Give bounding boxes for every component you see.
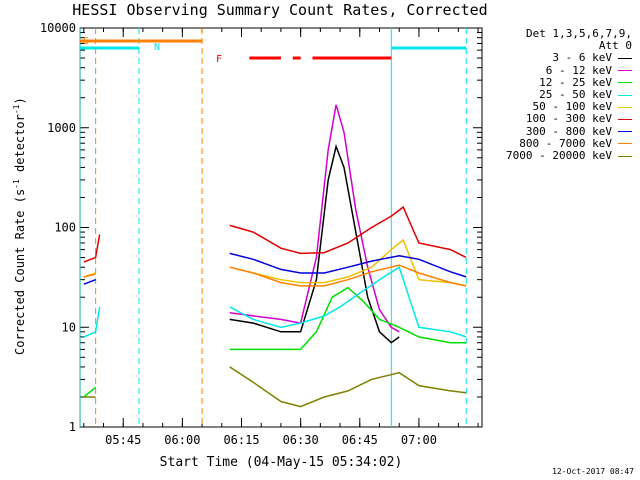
y-tick-label: 10000 — [40, 21, 76, 35]
legend-label: 6 - 12 keV — [545, 63, 612, 77]
legend-label: 7000 - 20000 keV — [506, 149, 612, 163]
flag-f-label: F — [216, 54, 222, 65]
legend-swatch — [618, 155, 632, 157]
legend-entry-50-100: 50 - 100 keV — [506, 101, 632, 113]
x-tick-label: 06:15 — [223, 433, 259, 447]
series-line-12-25 — [83, 386, 97, 398]
x-tick-label: 06:30 — [283, 433, 319, 447]
legend-header-1: Det 1,3,5,6,7,9, — [526, 27, 632, 40]
flag-s-label: S — [83, 36, 89, 47]
flag-n-label: N — [154, 42, 160, 53]
legend-swatch — [618, 94, 632, 96]
legend-label: 50 - 100 keV — [532, 100, 612, 114]
series-line-800-7000 — [83, 273, 96, 278]
series-line-300-800 — [229, 252, 467, 278]
legend-label: 300 - 800 keV — [525, 124, 612, 138]
x-tick-label: 05:45 — [105, 433, 141, 447]
legend-label: 100 - 300 keV — [525, 112, 612, 126]
y-axis-label: Corrected Count Rate (s-1 detector-1) — [12, 97, 27, 355]
legend-label: 3 - 6 keV — [552, 51, 612, 65]
x-tick-label: 06:00 — [164, 433, 200, 447]
series-line-6-12 — [229, 104, 400, 333]
series-line-3-6 — [229, 143, 400, 344]
legend-entry-6-12: 6 - 12 keV — [506, 63, 632, 77]
legend: Det 1,3,5,6,7,9, Att 0 3 - 6 keV 6 - 12 k… — [506, 27, 632, 163]
footer-timestamp: 12-Oct-2017 08:47 — [552, 467, 634, 476]
series-line-300-800 — [83, 278, 96, 285]
legend-swatch — [618, 82, 632, 84]
x-tick-label: 06:45 — [342, 433, 378, 447]
series-line-12-25 — [229, 286, 467, 351]
series-line-50-100 — [229, 238, 467, 287]
x-axis-label: Start Time (04-May-15 05:34:02) — [159, 455, 403, 470]
legend-header-2: Att 0 — [598, 39, 632, 53]
y-tick-label: 1000 — [47, 121, 76, 135]
legend-entry-100-300: 100 - 300 keV — [506, 113, 632, 125]
legend-swatch — [618, 143, 632, 145]
legend-swatch — [618, 118, 632, 120]
y-tick-label: 1 — [69, 420, 76, 434]
legend-entry-300-800: 300 - 800 keV — [506, 124, 632, 138]
legend-swatch — [618, 106, 632, 108]
legend-swatch — [618, 57, 632, 59]
series-line-800-7000 — [229, 264, 467, 287]
legend-entry-25-50: 25 - 50 keV — [506, 88, 632, 102]
plot-frame — [79, 27, 483, 428]
x-tick-label: 07:00 — [401, 433, 437, 447]
series-line-25-50 — [229, 266, 467, 338]
legend-entry-800-7000: 800 - 7000 keV — [506, 136, 632, 150]
legend-entry-7000-20000: 7000 - 20000 keV — [506, 149, 632, 163]
legend-label: 25 - 50 keV — [539, 88, 612, 102]
legend-entry-3-6: 3 - 6 keV — [506, 52, 632, 64]
legend-label: 800 - 7000 keV — [519, 136, 612, 150]
y-tick-label: 100 — [54, 221, 76, 235]
series-line-100-300 — [229, 205, 467, 259]
legend-entry-12-25: 12 - 25 keV — [506, 75, 632, 89]
legend-swatch — [618, 70, 632, 72]
series-line-100-300 — [83, 234, 101, 263]
legend-swatch — [618, 131, 632, 133]
chart-title: HESSI Observing Summary Count Rates, Cor… — [72, 1, 488, 19]
series-line-7000-20000 — [229, 366, 467, 408]
series-line-25-50 — [83, 306, 101, 338]
legend-label: 12 - 25 keV — [539, 75, 612, 89]
y-tick-label: 10 — [62, 320, 76, 334]
